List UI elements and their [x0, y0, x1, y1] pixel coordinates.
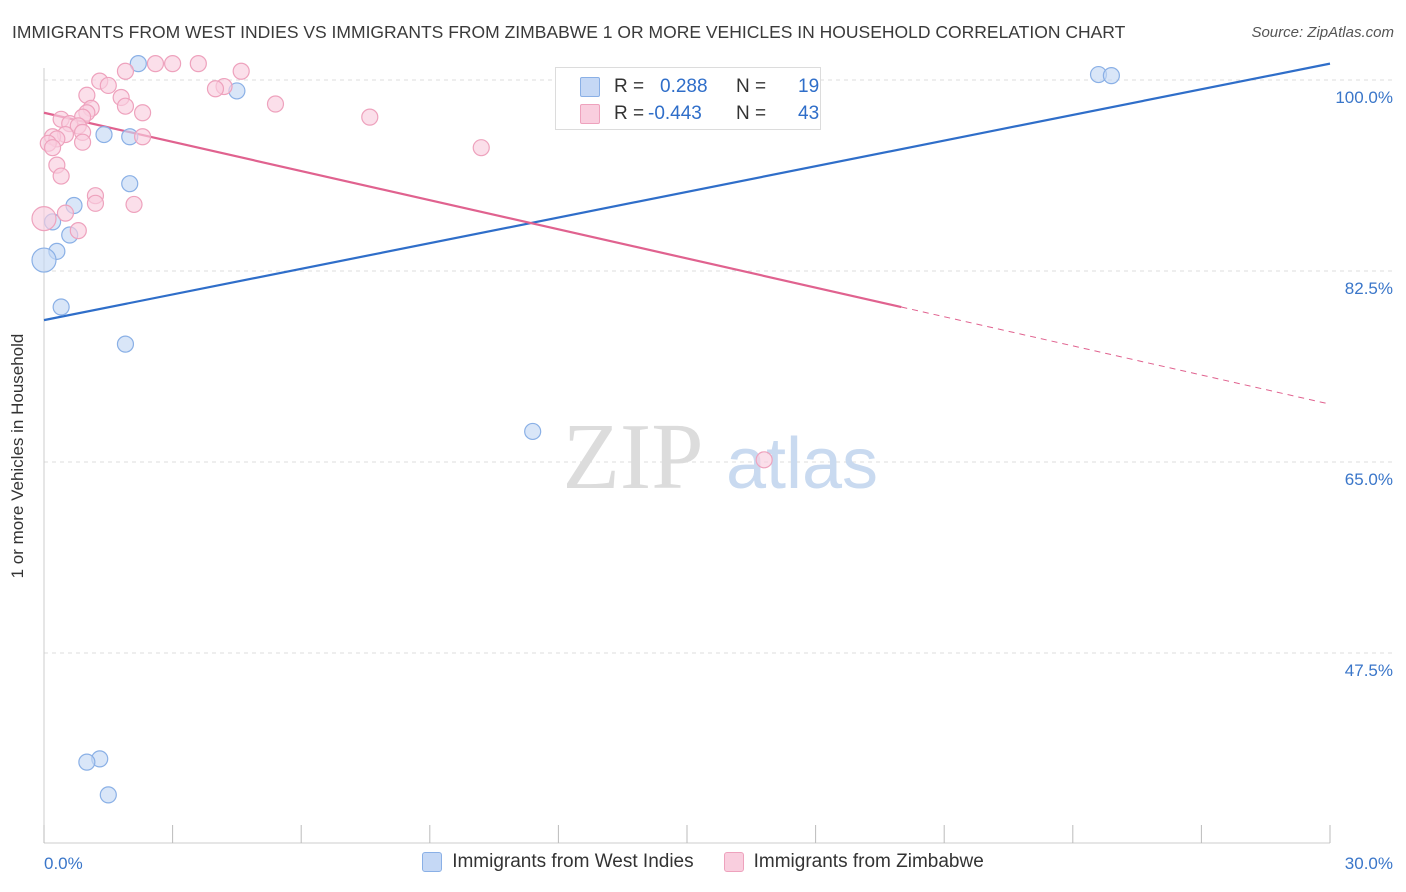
stats-n-label: N = — [736, 103, 767, 124]
zimbabwe-point — [52, 167, 70, 185]
zimbabwe-point — [116, 97, 135, 115]
stats-r-value: -0.443 — [648, 103, 702, 124]
legend-swatch-pink — [723, 852, 744, 872]
zimbabwe-point — [189, 55, 207, 73]
stats-n-value: 19 — [798, 76, 820, 97]
legend-item-west-indies[interactable]: Immigrants from West Indies — [422, 851, 694, 873]
west-indies-point — [129, 55, 147, 73]
zimbabwe-point — [56, 204, 75, 222]
legend-label-zimbabwe: Immigrants from Zimbabwe — [753, 851, 984, 872]
zimbabwe-point — [31, 206, 57, 232]
watermark: ZIP atlas — [563, 405, 879, 509]
legend-swatch-blue — [422, 852, 443, 872]
west-indies-point — [99, 786, 117, 804]
y-axis-label: 1 or more Vehicles in Household — [8, 333, 27, 579]
stats-n-value: 43 — [798, 103, 820, 124]
stats-r-label: R = — [614, 103, 645, 124]
zimbabwe-point — [164, 55, 182, 73]
stats-legend: R = 0.288 N = 19 R = -0.443 N = 43 — [555, 67, 821, 130]
zimbabwe-point — [472, 139, 490, 157]
stats-r-value: 0.288 — [660, 76, 708, 97]
stats-swatch-blue — [580, 77, 600, 97]
zimbabwe-point — [266, 95, 285, 113]
zimbabwe-point — [133, 128, 152, 146]
tick-label-layer: 47.5% 65.0% 82.5% 100.0% 0.0% 30.0% — [44, 88, 1393, 873]
axis-layer — [43, 68, 1331, 844]
zimbabwe-point — [73, 133, 92, 151]
stats-n-label: N = — [736, 76, 767, 97]
zimbabwe-point — [99, 76, 117, 95]
west-indies-point — [95, 125, 113, 144]
y-tick-label: 47.5% — [1345, 661, 1393, 680]
west-indies-point — [524, 422, 542, 441]
x-tick-label: 0.0% — [44, 854, 83, 873]
grid-layer — [44, 79, 1392, 654]
zimbabwe-point — [86, 194, 105, 212]
chart-legend: Immigrants from West Indies Immigrants f… — [0, 851, 1406, 873]
zimbabwe-point — [43, 139, 62, 157]
west-indies-point — [52, 298, 70, 316]
zimbabwe-point — [206, 80, 225, 98]
west-indies-point — [116, 335, 135, 353]
chart-title: IMMIGRANTS FROM WEST INDIES VS IMMIGRANT… — [12, 22, 1126, 42]
stats-swatch-pink — [580, 104, 600, 124]
zimbabwe-point — [361, 108, 379, 126]
zimbabwe-point — [755, 451, 773, 469]
watermark-atlas: atlas — [726, 424, 878, 504]
points-layer — [31, 55, 1120, 804]
chart-source: Source: ZipAtlas.com — [1251, 24, 1394, 41]
legend-item-zimbabwe[interactable]: Immigrants from Zimbabwe — [723, 851, 984, 873]
watermark-zip: ZIP — [563, 405, 704, 509]
west-indies-point — [78, 753, 96, 771]
zimbabwe-point — [69, 222, 87, 240]
y-tick-label: 100.0% — [1335, 88, 1393, 107]
zimbabwe-point — [146, 55, 165, 73]
west-indies-point — [1102, 67, 1120, 85]
y-tick-label: 65.0% — [1345, 470, 1393, 489]
zimbabwe-point — [133, 104, 152, 122]
trend-layer — [43, 62, 1331, 405]
legend-label-west-indies: Immigrants from West Indies — [452, 851, 694, 872]
zimbabwe-trend-extension — [901, 306, 1331, 405]
zimbabwe-point — [125, 195, 143, 214]
zimbabwe-point — [232, 62, 250, 80]
zimbabwe-trend-line — [43, 111, 902, 309]
y-tick-label: 82.5% — [1345, 279, 1393, 298]
west-indies-trend-line — [43, 62, 1331, 322]
x-tick-label: 30.0% — [1345, 854, 1393, 873]
west-indies-point — [31, 247, 57, 273]
zimbabwe-point — [116, 62, 135, 80]
stats-r-label: R = — [614, 76, 645, 97]
west-indies-point — [121, 175, 139, 193]
